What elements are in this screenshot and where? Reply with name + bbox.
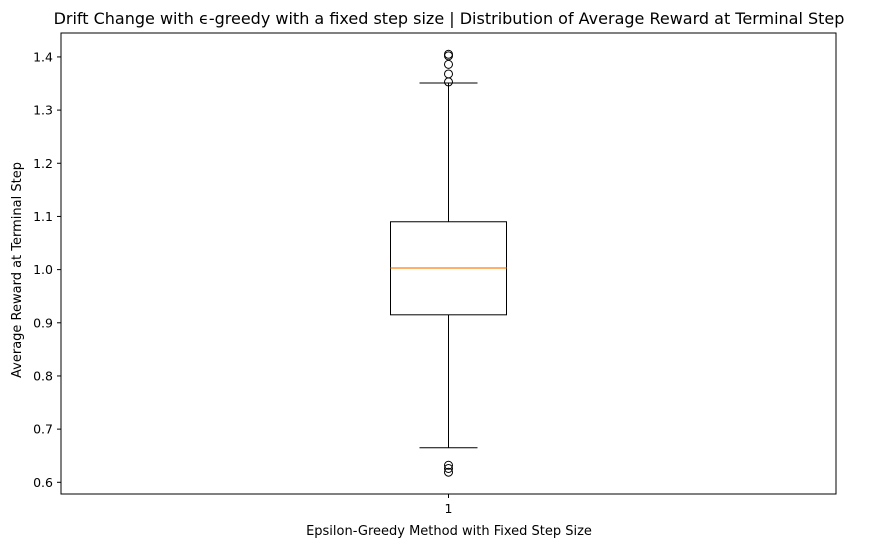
outlier-point (444, 467, 453, 477)
y-tick-label: 0.6 (33, 475, 53, 490)
y-tick-label: 1.4 (33, 49, 53, 64)
x-tick-label: 1 (445, 501, 453, 516)
outlier-point (444, 59, 453, 69)
chart-title: Drift Change with ϵ-greedy with a fixed … (54, 9, 845, 28)
y-axis-label: Average Reward at Terminal Step (10, 162, 25, 378)
outlier-point (444, 69, 453, 79)
plot-area: 0.6 0.7 0.8 0.9 1.0 1.1 1.2 1.3 1.4 1 (33, 32, 837, 516)
y-tick-label: 0.8 (33, 368, 53, 383)
y-tick-label: 1.0 (33, 262, 53, 277)
y-tick-label: 0.9 (33, 315, 53, 330)
outlier-point (444, 49, 453, 59)
outlier-point (444, 460, 453, 470)
x-axis-label: Epsilon-Greedy Method with Fixed Step Si… (306, 524, 592, 539)
y-tick-label: 1.1 (33, 209, 53, 224)
y-tick-label: 1.3 (33, 103, 53, 118)
y-tick-label: 1.2 (33, 156, 53, 171)
outlier-point (444, 463, 453, 473)
y-tick-label: 0.7 (33, 422, 53, 437)
